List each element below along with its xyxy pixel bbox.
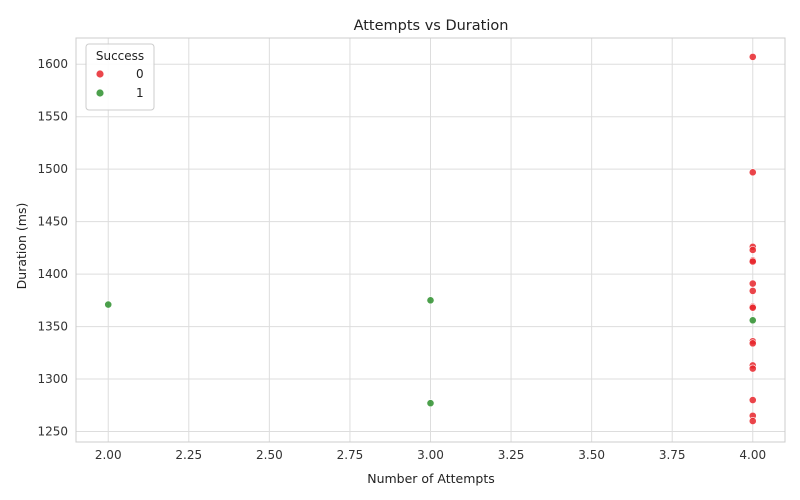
data-point: [748, 316, 757, 325]
data-point: [748, 364, 757, 373]
x-tick-label: 3.25: [498, 448, 525, 462]
data-point: [748, 168, 757, 177]
data-point: [426, 399, 435, 408]
x-tick-label: 2.75: [337, 448, 364, 462]
plot-frame: [75, 37, 786, 443]
legend-marker: [96, 70, 104, 78]
data-point: [748, 257, 757, 266]
x-tick-label: 3.00: [417, 448, 444, 462]
y-tick-label: 1350: [37, 320, 68, 334]
data-point: [104, 300, 113, 309]
data-point: [748, 417, 757, 425]
legend-entry: 1: [136, 86, 144, 100]
x-tick-label: 3.50: [578, 448, 605, 462]
x-tick-label: 2.50: [256, 448, 283, 462]
data-points: [104, 52, 757, 425]
x-tick-label: 3.75: [659, 448, 686, 462]
legend-marker: [96, 89, 104, 97]
data-point: [748, 303, 757, 312]
data-point: [748, 246, 757, 254]
legend-title: Success: [96, 49, 144, 63]
grid: [76, 38, 785, 442]
data-point: [748, 52, 757, 61]
data-point: [748, 279, 757, 288]
data-point: [748, 396, 757, 404]
x-tick-label: 2.00: [95, 448, 122, 462]
legend-entry: 0: [136, 67, 144, 81]
y-tick-label: 1500: [37, 162, 68, 176]
y-axis-label: Duration (ms): [14, 203, 29, 290]
x-axis-label: Number of Attempts: [367, 471, 495, 486]
y-axis: 1250 1300 1350 1400 1450 1500 1550 1600: [37, 57, 68, 438]
x-axis: 2.00 2.25 2.50 2.75 3.00 3.25 3.50 3.75 4.00: [95, 448, 766, 462]
y-tick-label: 1250: [37, 425, 68, 439]
y-tick-label: 1400: [37, 267, 68, 281]
y-tick-label: 1600: [37, 57, 68, 71]
data-point: [748, 286, 757, 295]
y-tick-label: 1300: [37, 372, 68, 386]
data-point: [426, 296, 435, 305]
chart-title: Attempts vs Duration: [354, 18, 509, 34]
y-tick-label: 1550: [37, 110, 68, 124]
legend: Success 0 1: [85, 43, 155, 111]
y-tick-label: 1450: [37, 215, 68, 229]
x-tick-label: 2.25: [175, 448, 202, 462]
data-point: [748, 339, 757, 348]
x-tick-label: 4.00: [739, 448, 766, 462]
